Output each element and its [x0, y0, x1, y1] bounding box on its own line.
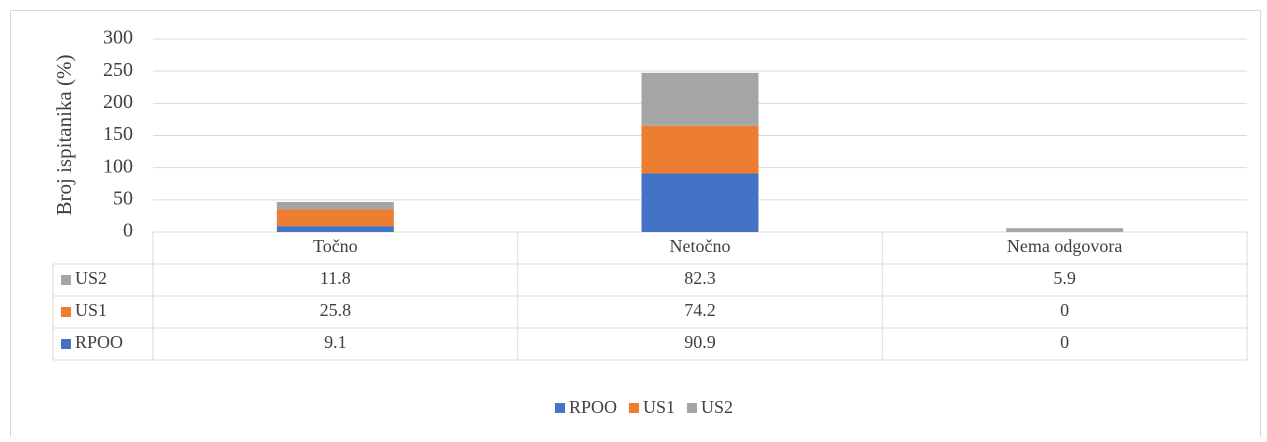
table-series-name: RPOO [75, 332, 123, 352]
legend-key [554, 403, 565, 413]
table-value: 0 [1060, 300, 1069, 320]
y-tick-label: 100 [103, 155, 133, 177]
y-tick-label: 200 [103, 91, 133, 113]
legend-key [628, 403, 639, 413]
legend-key [687, 403, 698, 413]
x-tick-label: Točno [313, 236, 358, 256]
table-value: 0 [1060, 332, 1069, 352]
x-tick-label: Nema odgovora [1007, 236, 1122, 256]
bar-segment [641, 173, 759, 232]
bar-segment [641, 125, 759, 174]
bar-segment [641, 72, 759, 126]
legend-label: US2 [701, 397, 733, 417]
table-legend-key [61, 275, 71, 285]
table-series-name: US2 [75, 268, 107, 288]
table-series-name: US1 [75, 300, 107, 320]
chart-frame [10, 10, 1261, 441]
legend-label: RPOO [569, 397, 617, 417]
y-tick-label: 150 [103, 123, 133, 145]
table-value: 11.8 [320, 268, 351, 288]
bar-segment [1006, 228, 1124, 232]
bar-segment [276, 201, 394, 210]
table-value: 5.9 [1053, 268, 1076, 288]
y-tick-label: 300 [103, 27, 133, 49]
bar-segment [276, 209, 394, 227]
legend-label: US1 [643, 397, 675, 417]
y-tick-label: 0 [123, 220, 133, 242]
bar-segment [276, 226, 394, 232]
table-value: 25.8 [320, 300, 352, 320]
table-legend-key [61, 339, 71, 349]
table-value: 90.9 [684, 332, 716, 352]
table-value: 74.2 [684, 300, 716, 320]
table-legend-key [61, 307, 71, 317]
table-value: 82.3 [684, 268, 716, 288]
table-value: 9.1 [324, 332, 347, 352]
y-axis-label: Broj ispitanika (%) [52, 55, 76, 216]
y-tick-label: 50 [113, 187, 133, 209]
x-tick-label: Netočno [670, 236, 731, 256]
y-tick-label: 250 [103, 59, 133, 81]
